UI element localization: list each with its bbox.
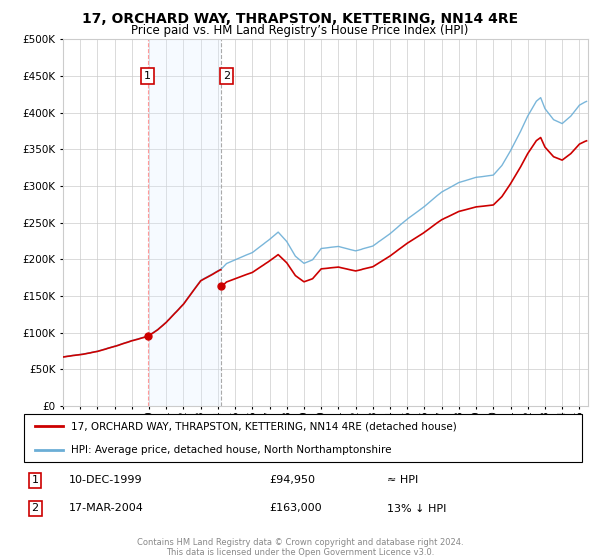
Text: 13% ↓ HPI: 13% ↓ HPI [387, 503, 446, 514]
Text: Contains HM Land Registry data © Crown copyright and database right 2024.
This d: Contains HM Land Registry data © Crown c… [137, 538, 463, 557]
Text: 2: 2 [223, 71, 230, 81]
Text: ≈ HPI: ≈ HPI [387, 475, 418, 486]
Text: 17, ORCHARD WAY, THRAPSTON, KETTERING, NN14 4RE: 17, ORCHARD WAY, THRAPSTON, KETTERING, N… [82, 12, 518, 26]
FancyBboxPatch shape [24, 414, 582, 462]
Text: 17, ORCHARD WAY, THRAPSTON, KETTERING, NN14 4RE (detached house): 17, ORCHARD WAY, THRAPSTON, KETTERING, N… [71, 421, 457, 431]
Text: 1: 1 [32, 475, 38, 486]
Text: 2: 2 [32, 503, 39, 514]
Text: Price paid vs. HM Land Registry’s House Price Index (HPI): Price paid vs. HM Land Registry’s House … [131, 24, 469, 36]
Text: HPI: Average price, detached house, North Northamptonshire: HPI: Average price, detached house, Nort… [71, 445, 392, 455]
Text: 17-MAR-2004: 17-MAR-2004 [68, 503, 143, 514]
Bar [148, 39, 221, 406]
Text: 1: 1 [144, 71, 151, 81]
Text: £94,950: £94,950 [269, 475, 316, 486]
Text: £163,000: £163,000 [269, 503, 322, 514]
Text: 10-DEC-1999: 10-DEC-1999 [68, 475, 142, 486]
